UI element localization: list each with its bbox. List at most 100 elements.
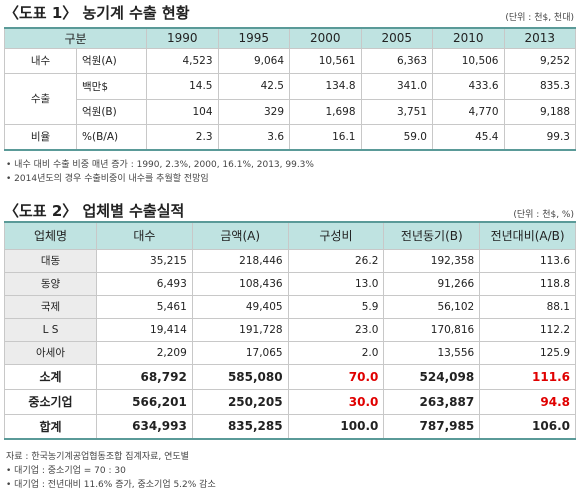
value-cell: 9,188 — [503, 98, 576, 125]
header-cell: 2013 — [503, 27, 576, 49]
value-cell: 45.4 — [432, 123, 505, 151]
value-cell: 10,561 — [289, 47, 362, 74]
value-cell: 566,201 — [96, 388, 193, 415]
unit-cell: 억원(A) — [76, 47, 147, 74]
value-cell: 30.0 — [287, 388, 385, 415]
row: 중소기업 566,201 250,205 30.0 263,887 94.8 — [4, 388, 576, 415]
value-cell: 13.0 — [287, 271, 385, 296]
table1-note: • 내수 대비 수출 비중 매년 증가 : 1990, 2.3%, 2000, … — [6, 160, 314, 170]
header-cell: 구성비 — [287, 221, 385, 250]
value-cell: 9,252 — [503, 47, 576, 74]
company-cell: 아세아 — [4, 340, 97, 365]
value-cell: 524,098 — [383, 363, 481, 390]
value-cell: 835.3 — [503, 72, 576, 100]
value-cell: 191,728 — [191, 317, 289, 342]
value-cell: 6,493 — [96, 271, 193, 296]
table2-unit: (단위 : 천$, %) — [513, 210, 574, 220]
value-cell: 2.0 — [287, 340, 385, 365]
company-cell: 대동 — [4, 248, 97, 273]
value-cell: 4,523 — [146, 47, 219, 74]
unit-cell: 억원(B) — [76, 98, 147, 125]
table1-note: • 2014년도의 경우 수출비중이 내수를 추월할 전망임 — [6, 174, 209, 184]
value-cell: 26.2 — [287, 248, 385, 273]
value-cell: 13,556 — [383, 340, 481, 365]
value-cell: 49,405 — [191, 294, 289, 319]
value-cell: 16.1 — [289, 123, 362, 151]
row: L S 19,414 191,728 23.0 170,816 112.2 — [4, 317, 576, 342]
value-cell: 99.3 — [503, 123, 576, 151]
header-cell: 전년대비(A/B) — [479, 221, 576, 250]
header-cell: 2000 — [289, 27, 362, 49]
header-cell: 업체명 — [4, 221, 97, 250]
table1-unit: (단위 : 천$, 천대) — [505, 13, 574, 23]
group-cell: 수출 — [4, 72, 77, 125]
row: 아세아 2,209 17,065 2.0 13,556 125.9 — [4, 340, 576, 365]
header-cell: 1990 — [146, 27, 219, 49]
value-cell: 108,436 — [191, 271, 289, 296]
value-cell: 3,751 — [360, 98, 433, 125]
value-cell: 192,358 — [383, 248, 481, 273]
table1-title: 〈도표 1〉 농기계 수출 현황 — [4, 4, 190, 22]
value-cell: 329 — [217, 98, 290, 125]
row: 대동 35,215 218,446 26.2 192,358 113.6 — [4, 248, 576, 273]
header-cell: 2005 — [360, 27, 433, 49]
value-cell: 10,506 — [432, 47, 505, 74]
header-cell: 구분 — [4, 27, 147, 49]
table1: 구분 1990 1995 2000 2005 2010 2013 내수 억원(A) 4,523 9,… — [4, 27, 576, 151]
company-cell: 소계 — [4, 363, 97, 390]
value-cell: 585,080 — [191, 363, 289, 390]
value-cell: 218,446 — [191, 248, 289, 273]
company-cell: 국제 — [4, 294, 97, 319]
company-cell: L S — [4, 317, 97, 342]
company-cell: 중소기업 — [4, 388, 97, 415]
header-row: 업체명 대수 금액(A) 구성비 전년동기(B) 전년대비(A/B) — [4, 221, 576, 250]
header-cell: 1995 — [217, 27, 290, 49]
table2-note: • 대기업 : 중소기업 = 70 : 30 — [6, 466, 126, 476]
value-cell: 17,065 — [191, 340, 289, 365]
group-cell: 비율 — [4, 123, 77, 151]
row: 소계 68,792 585,080 70.0 524,098 111.6 — [4, 363, 576, 390]
value-cell: 118.8 — [479, 271, 576, 296]
value-cell: 91,266 — [383, 271, 481, 296]
value-cell: 5.9 — [287, 294, 385, 319]
value-cell: 787,985 — [383, 413, 481, 440]
value-cell: 263,887 — [383, 388, 481, 415]
row: 비율 %(B/A) 2.3 3.6 16.1 59.0 45.4 99.3 — [4, 123, 576, 151]
header-cell: 금액(A) — [191, 221, 289, 250]
value-cell: 2,209 — [96, 340, 193, 365]
value-cell: 111.6 — [479, 363, 576, 390]
value-cell: 9,064 — [217, 47, 290, 74]
row: 내수 억원(A) 4,523 9,064 10,561 6,363 10,506 9,252 — [4, 47, 576, 74]
unit-cell: 백만$ — [76, 72, 147, 100]
row: 국제 5,461 49,405 5.9 56,102 88.1 — [4, 294, 576, 319]
value-cell: 634,993 — [96, 413, 193, 440]
value-cell: 6,363 — [360, 47, 433, 74]
value-cell: 70.0 — [287, 363, 385, 390]
value-cell: 113.6 — [479, 248, 576, 273]
company-cell: 합계 — [4, 413, 97, 440]
table2-title: 〈도표 2〉 업체별 수출실적 — [4, 202, 185, 220]
value-cell: 134.8 — [289, 72, 362, 100]
header-row: 구분 1990 1995 2000 2005 2010 2013 — [4, 27, 576, 49]
value-cell: 4,770 — [432, 98, 505, 125]
value-cell: 104 — [146, 98, 219, 125]
row: 동양 6,493 108,436 13.0 91,266 118.8 — [4, 271, 576, 296]
table2-note: 자료 : 한국농기계공업협동조합 집계자료, 연도별 — [6, 452, 189, 462]
value-cell: 433.6 — [432, 72, 505, 100]
header-cell: 2010 — [432, 27, 505, 49]
row: 억원(B) 104 329 1,698 3,751 4,770 9,188 — [5, 98, 576, 125]
value-cell: 106.0 — [479, 413, 576, 440]
group-cell: 내수 — [4, 47, 77, 74]
value-cell: 42.5 — [217, 72, 290, 100]
value-cell: 88.1 — [479, 294, 576, 319]
value-cell: 35,215 — [96, 248, 193, 273]
value-cell: 5,461 — [96, 294, 193, 319]
header-cell: 대수 — [96, 221, 193, 250]
value-cell: 125.9 — [479, 340, 576, 365]
value-cell: 23.0 — [287, 317, 385, 342]
header-cell: 전년동기(B) — [383, 221, 481, 250]
value-cell: 112.2 — [479, 317, 576, 342]
value-cell: 100.0 — [287, 413, 385, 440]
value-cell: 14.5 — [146, 72, 219, 100]
